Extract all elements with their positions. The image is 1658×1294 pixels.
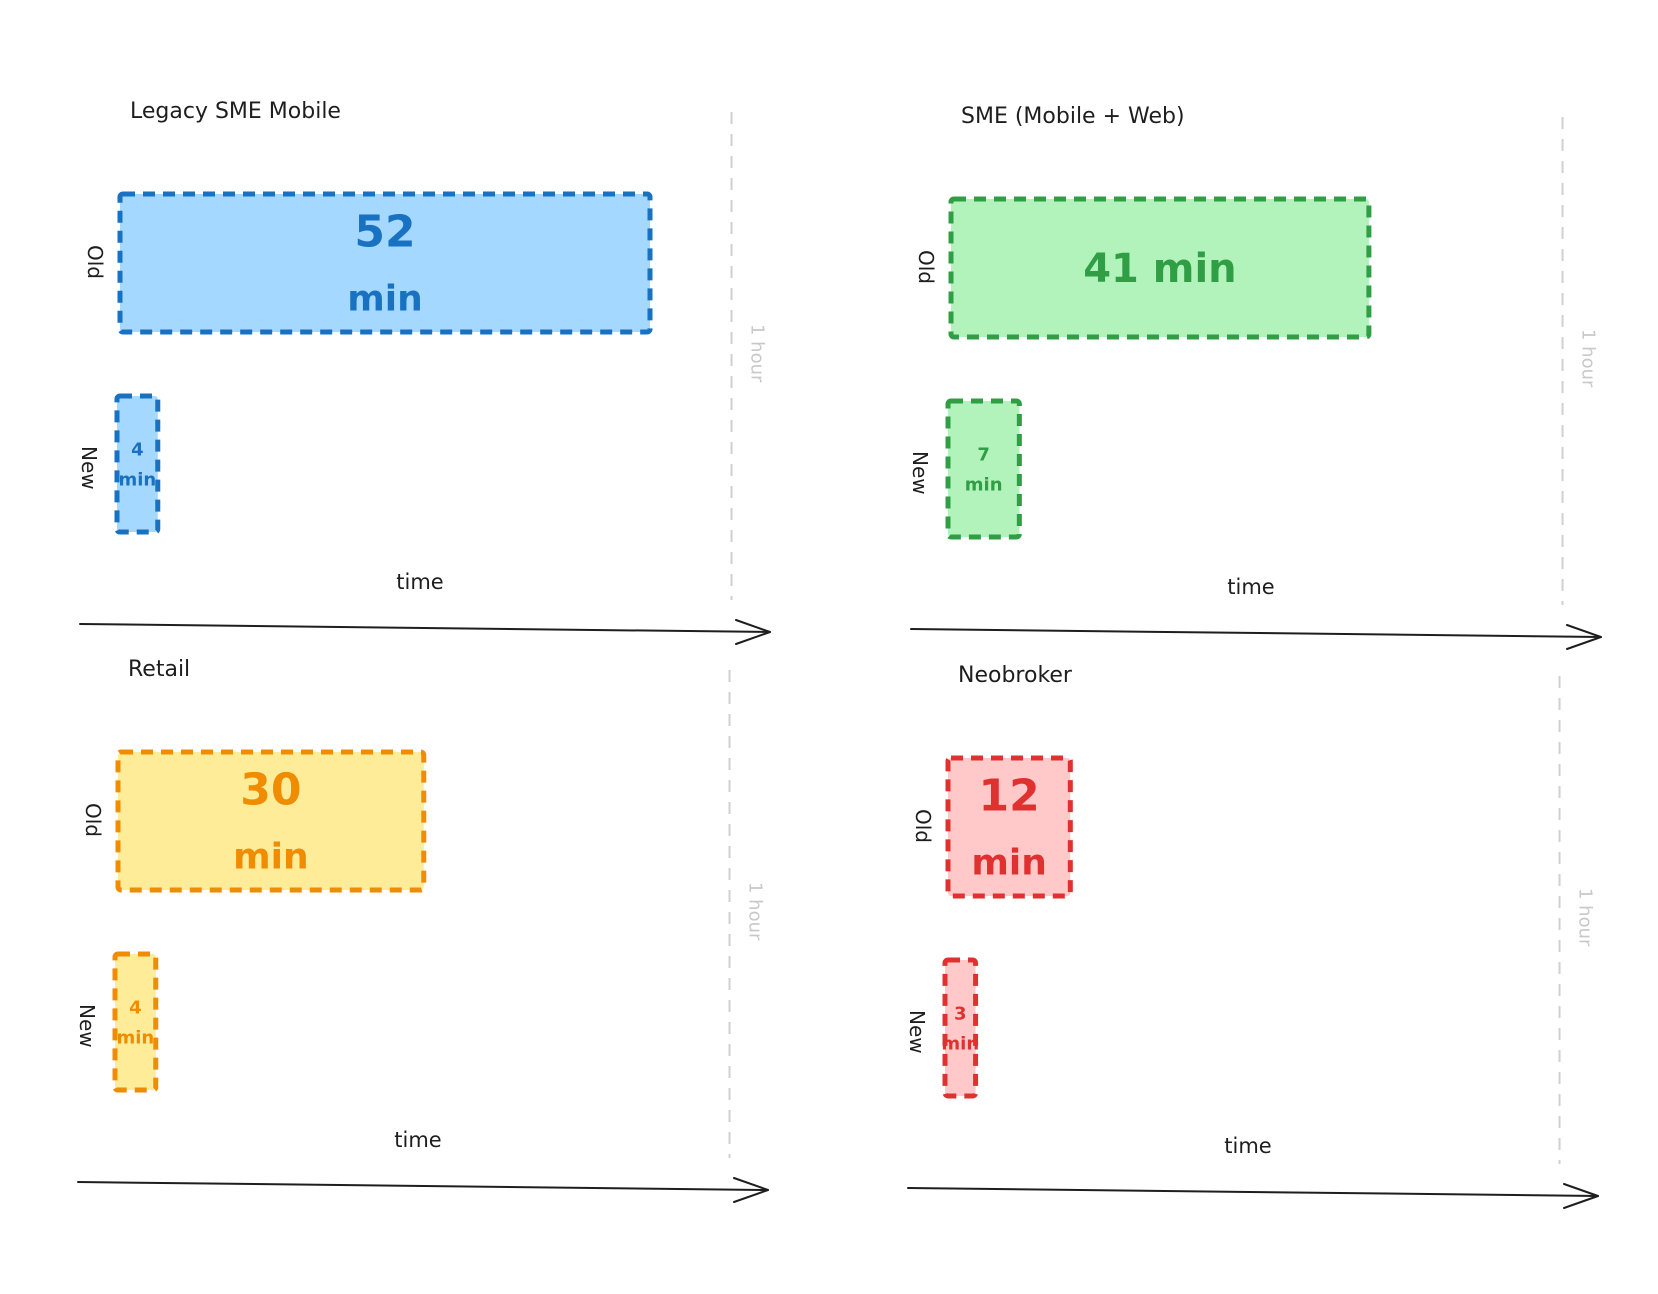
x-axis-arrow [77,1177,769,1203]
row-label-new: New [77,446,101,490]
bar-value-label-new: 3 [954,1003,967,1024]
row-label-old: Old [83,245,107,279]
x-axis-arrow [910,624,1602,650]
row-label-old: Old [911,809,935,843]
bar-value-label-new: min [117,1027,155,1048]
bar-value-label-new: 7 [977,444,990,465]
bar-old [115,749,427,893]
one-hour-marker-label: 1 hour [1575,888,1596,947]
chart-title: Retail [128,657,190,682]
x-axis-label: time [396,570,443,594]
bar-value-label-new: min [965,474,1003,495]
bar-new [942,957,979,1099]
chart-panel-1: Legacy SME Mobile 1 hour Old 52 min New 4 min ti… [77,99,771,645]
x-axis-label: time [394,1128,441,1152]
chart-panel-3: Retail 1 hour Old 30 min New 4 min time [75,657,769,1203]
one-hour-marker-label: 1 hour [747,324,768,383]
bar-value-label-old: 41 min [1083,246,1236,292]
chart-panel-2: SME (Mobile + Web) 1 hour Old 41 min New 7 min… [908,104,1602,650]
chart-title: Legacy SME Mobile [130,99,341,124]
bar-value-label-old: min [347,278,422,319]
chart-panel-4: Neobroker 1 hour Old 12 min New 3 min time [905,663,1599,1209]
row-label-new: New [905,1010,929,1054]
bar-value-label-old: 52 [354,206,415,257]
bar-value-label-new: min [119,469,157,490]
x-axis-arrow [907,1183,1599,1209]
bar-value-label-old: 30 [240,764,301,815]
x-axis-label: time [1227,575,1274,599]
bar-old [948,196,1372,340]
bar-old [117,191,653,335]
one-hour-marker-label: 1 hour [1578,329,1599,388]
row-label-new: New [75,1004,99,1048]
bar-old [945,755,1073,899]
bar-value-label-old: min [233,836,308,877]
bar-value-label-new: 4 [131,439,144,460]
row-label-old: Old [914,250,938,284]
one-hour-marker-label: 1 hour [745,882,766,941]
bar-value-label-new: min [941,1033,979,1054]
bar-new [945,398,1022,540]
x-axis-arrow [79,619,771,645]
bar-new [112,951,159,1093]
bar-value-label-old: min [971,842,1046,883]
chart-title: Neobroker [958,663,1073,688]
chart-title: SME (Mobile + Web) [961,104,1185,129]
bar-value-label-old: 12 [979,770,1040,821]
x-axis-label: time [1224,1134,1271,1158]
bar-value-label-new: 4 [129,997,142,1018]
bar-new [114,393,161,535]
row-label-new: New [908,451,932,495]
row-label-old: Old [81,803,105,837]
